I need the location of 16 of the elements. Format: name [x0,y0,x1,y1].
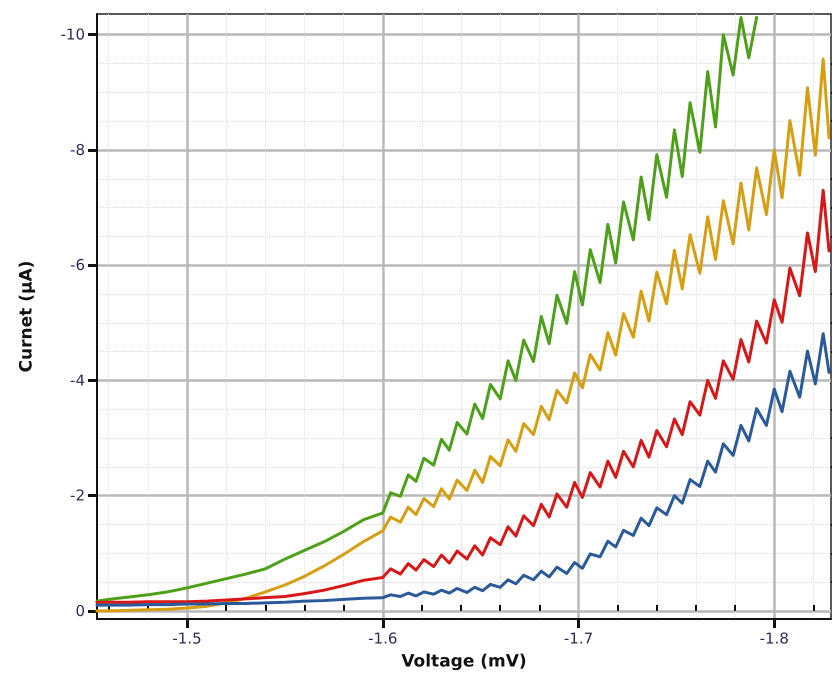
x-tick-label: -1.8 [760,630,789,648]
y-tick-label: -4 [70,371,85,390]
x-tick-label: -1.7 [564,630,594,648]
line-series [96,16,758,603]
y-tick-label: -2 [70,486,85,505]
y-tick-label: -6 [70,256,85,274]
line-series [96,332,831,607]
y-tick-label: -8 [70,140,85,159]
x-tick-label: -1.6 [368,630,398,648]
y-axis-title: Curnet (μA) [16,260,36,372]
line-series [96,188,831,604]
y-tick-label: 0 [75,602,85,620]
line-series [96,57,831,612]
x-tick-label: -1.5 [172,630,202,648]
x-axis-title: Voltage (mV) [401,652,527,672]
y-tick-label: -10 [60,26,85,44]
